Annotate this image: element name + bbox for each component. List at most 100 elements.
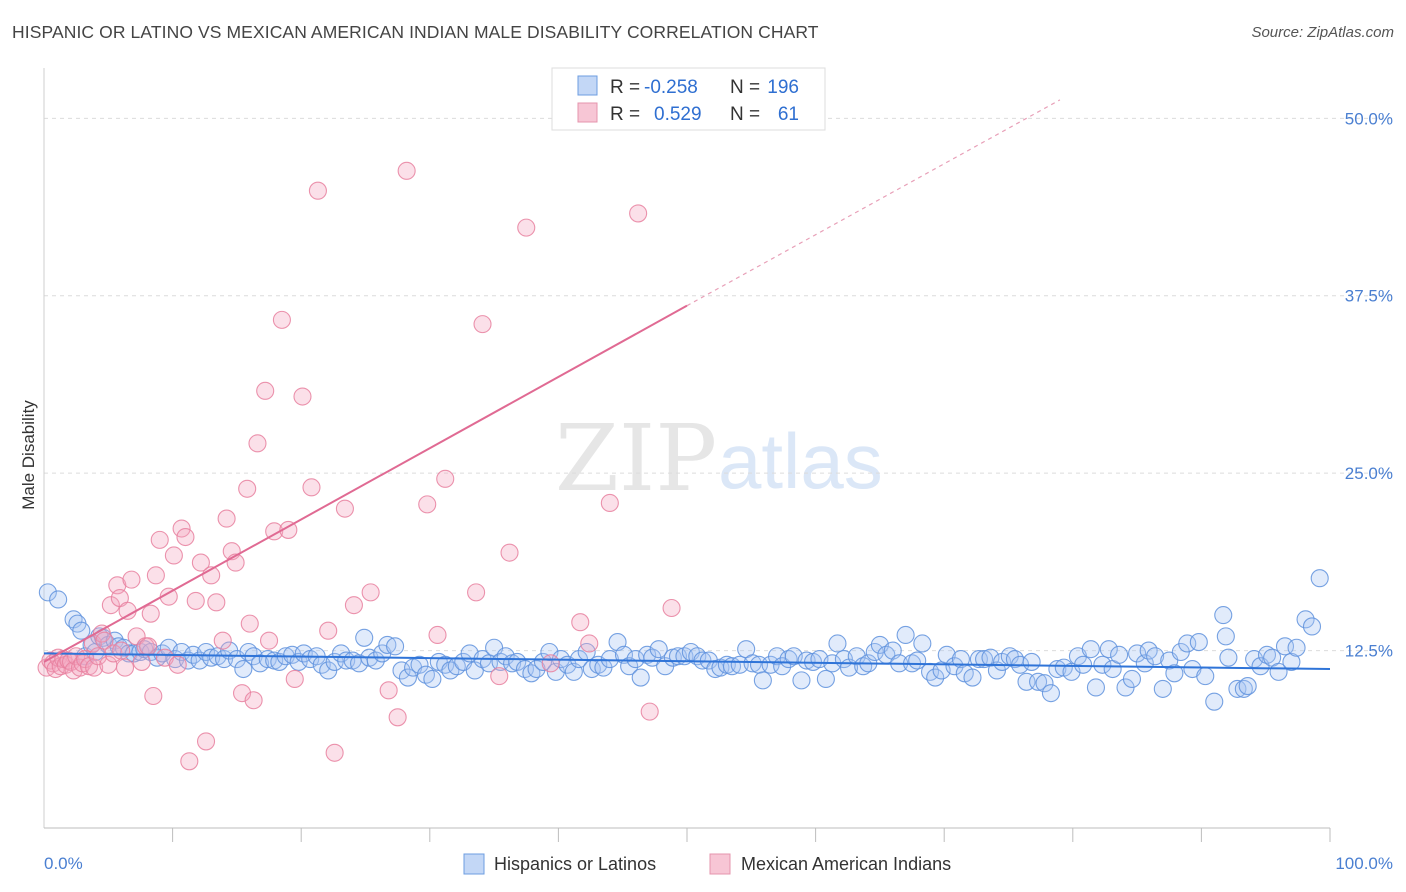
data-point xyxy=(662,598,681,618)
data-point xyxy=(913,634,932,653)
legend-n-value-1: 196 xyxy=(767,77,799,98)
data-point xyxy=(1302,617,1322,636)
data-point xyxy=(344,596,363,615)
data-point xyxy=(115,658,135,677)
data-point xyxy=(248,434,267,453)
bottom-legend-swatch-pink xyxy=(709,853,731,875)
data-point xyxy=(180,752,199,771)
y-tick-label: 37.5% xyxy=(1345,287,1393,306)
data-point xyxy=(1035,674,1054,693)
data-point xyxy=(95,631,114,650)
data-point xyxy=(473,315,492,334)
data-point xyxy=(213,631,232,650)
y-tick-label: 50.0% xyxy=(1345,109,1393,128)
data-point xyxy=(854,657,873,676)
data-point xyxy=(191,553,210,572)
data-point xyxy=(289,652,308,671)
data-point xyxy=(388,708,407,727)
data-point xyxy=(490,667,509,686)
data-point xyxy=(1122,669,1142,689)
data-point xyxy=(517,218,536,237)
data-point xyxy=(629,204,648,223)
data-point xyxy=(1081,640,1100,659)
data-point xyxy=(600,650,619,669)
y-tick-label: 12.5% xyxy=(1345,642,1393,661)
legend-r-label-1: R = xyxy=(610,77,640,98)
data-point xyxy=(232,684,252,703)
data-point xyxy=(168,655,187,674)
data-point xyxy=(951,650,970,669)
data-point xyxy=(122,570,141,589)
data-point xyxy=(217,509,236,528)
data-point xyxy=(397,161,416,180)
legend-n-label-1: N = xyxy=(730,77,760,98)
data-point xyxy=(614,645,634,664)
trend-line-mexican xyxy=(43,304,688,663)
data-point xyxy=(392,661,411,680)
data-point xyxy=(1062,662,1081,681)
data-point xyxy=(238,479,257,498)
data-point xyxy=(828,634,847,653)
data-point xyxy=(436,469,455,488)
watermark-atlas: atlas xyxy=(718,417,883,505)
data-point xyxy=(285,669,304,689)
data-point xyxy=(38,583,57,602)
data-point xyxy=(355,628,374,647)
data-point xyxy=(150,530,169,549)
data-point xyxy=(207,593,226,612)
correlation-legend: R = -0.258 N = 196 R = 0.529 N = 61 xyxy=(551,67,826,131)
data-point xyxy=(1146,647,1165,666)
data-point xyxy=(1029,672,1048,691)
data-point xyxy=(1074,655,1093,674)
data-point xyxy=(533,652,553,671)
data-point xyxy=(620,657,639,676)
data-point xyxy=(240,614,259,633)
data-point xyxy=(1041,684,1060,703)
data-point xyxy=(1205,692,1224,711)
axes xyxy=(43,68,1331,842)
legend-swatch-pink xyxy=(577,102,598,123)
legend-n-label-2: N = xyxy=(730,104,760,125)
data-point xyxy=(1238,677,1257,696)
data-point xyxy=(325,743,344,762)
y-axis-label: Male Disability xyxy=(19,400,38,510)
data-point xyxy=(816,669,835,689)
data-point xyxy=(963,668,982,687)
legend-n-value-2: 61 xyxy=(778,104,799,125)
data-point xyxy=(975,650,994,669)
data-point xyxy=(112,641,131,660)
bottom-legend-label-hispanics: Hispanics or Latinos xyxy=(494,854,656,874)
data-point xyxy=(508,652,527,671)
data-point xyxy=(638,645,657,664)
data-point xyxy=(945,657,964,676)
series-legend: Hispanics or Latinos Mexican American In… xyxy=(463,853,951,875)
data-point xyxy=(265,522,284,541)
data-point xyxy=(1153,679,1172,698)
data-point xyxy=(1093,655,1112,674)
data-point xyxy=(308,181,327,200)
data-point xyxy=(631,668,650,687)
data-point xyxy=(283,645,302,664)
trend-line-hispanics xyxy=(43,652,1331,671)
data-point xyxy=(302,478,321,497)
data-point xyxy=(1275,637,1295,656)
x-tick-min: 0.0% xyxy=(44,854,83,873)
data-point xyxy=(1099,640,1118,659)
legend-r-value-2: 0.529 xyxy=(654,104,702,125)
data-point xyxy=(101,596,120,615)
data-point xyxy=(926,668,945,687)
data-point xyxy=(600,493,619,513)
data-point xyxy=(335,499,354,518)
data-point xyxy=(256,381,275,400)
data-point xyxy=(730,655,749,674)
data-point xyxy=(1086,678,1105,697)
data-point xyxy=(202,648,221,667)
data-point xyxy=(127,627,146,646)
legend-r-value-1: -0.258 xyxy=(644,77,698,98)
data-point xyxy=(398,668,417,687)
data-point xyxy=(146,566,165,585)
data-point xyxy=(1128,644,1147,663)
data-point xyxy=(1165,664,1184,683)
data-point xyxy=(428,625,447,645)
data-point xyxy=(164,546,183,565)
